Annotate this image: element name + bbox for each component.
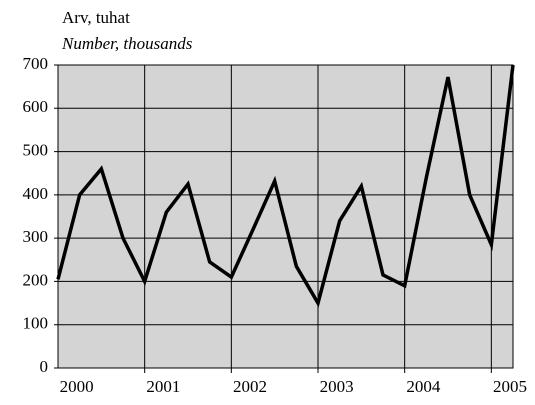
x-tick-label: 2001 bbox=[146, 377, 180, 396]
data-line bbox=[56, 64, 515, 308]
y-tick-label: 0 bbox=[40, 357, 49, 376]
x-tick-label: 2003 bbox=[320, 377, 354, 396]
x-tick-label: 2005 bbox=[493, 377, 527, 396]
y-tick-label: 100 bbox=[23, 314, 49, 333]
axis-subtitle: Number, thousands bbox=[61, 34, 193, 53]
x-tick-label: 2002 bbox=[233, 377, 267, 396]
y-tick-label: 600 bbox=[23, 97, 49, 116]
x-tick-label: 2004 bbox=[406, 377, 441, 396]
plot-area bbox=[57, 64, 514, 369]
axis-title: Arv, tuhat bbox=[62, 8, 130, 27]
x-tick-label: 2000 bbox=[60, 377, 94, 396]
y-tick-label: 400 bbox=[23, 184, 49, 203]
y-tick-label: 700 bbox=[23, 54, 49, 73]
y-tick-label: 200 bbox=[23, 270, 49, 289]
y-tick-label: 300 bbox=[23, 227, 49, 246]
y-tick-label: 500 bbox=[23, 140, 49, 159]
